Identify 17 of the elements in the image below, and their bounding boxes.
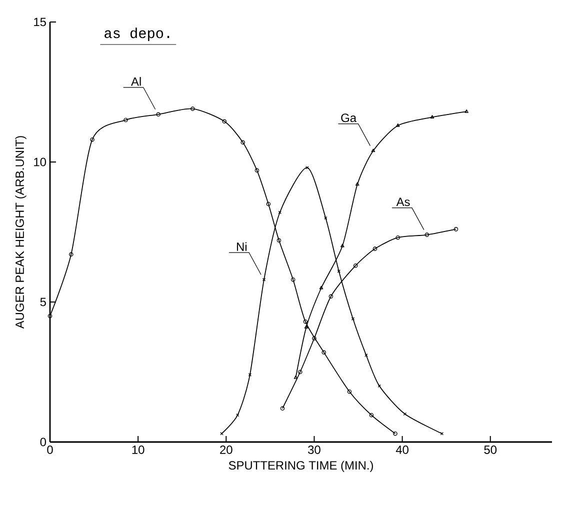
y-tick-label: 15 <box>34 18 46 26</box>
x-tick-label: 0 <box>47 446 53 454</box>
x-tick-label: 10 <box>132 446 144 454</box>
y-tick-label: 0 <box>40 438 46 446</box>
y-tick-label: 5 <box>40 298 46 306</box>
y-tick-label: 10 <box>34 158 46 166</box>
x-tick-label: 20 <box>220 446 232 454</box>
y-axis-title: AUGER PEAK HEIGHT (ARB.UNIT) <box>15 136 26 329</box>
x-tick-label: 50 <box>484 446 497 454</box>
text: Ga <box>341 114 357 122</box>
x-tick-label: 40 <box>396 446 408 454</box>
x-axis-title: SPUTTERING TIME (MIN.) <box>228 460 373 472</box>
text: As <box>396 198 410 206</box>
chart-title: as depo. <box>104 28 170 41</box>
series-label: Ni <box>237 242 247 251</box>
text: Al <box>131 77 141 86</box>
x-tick-label: 30 <box>308 446 320 454</box>
